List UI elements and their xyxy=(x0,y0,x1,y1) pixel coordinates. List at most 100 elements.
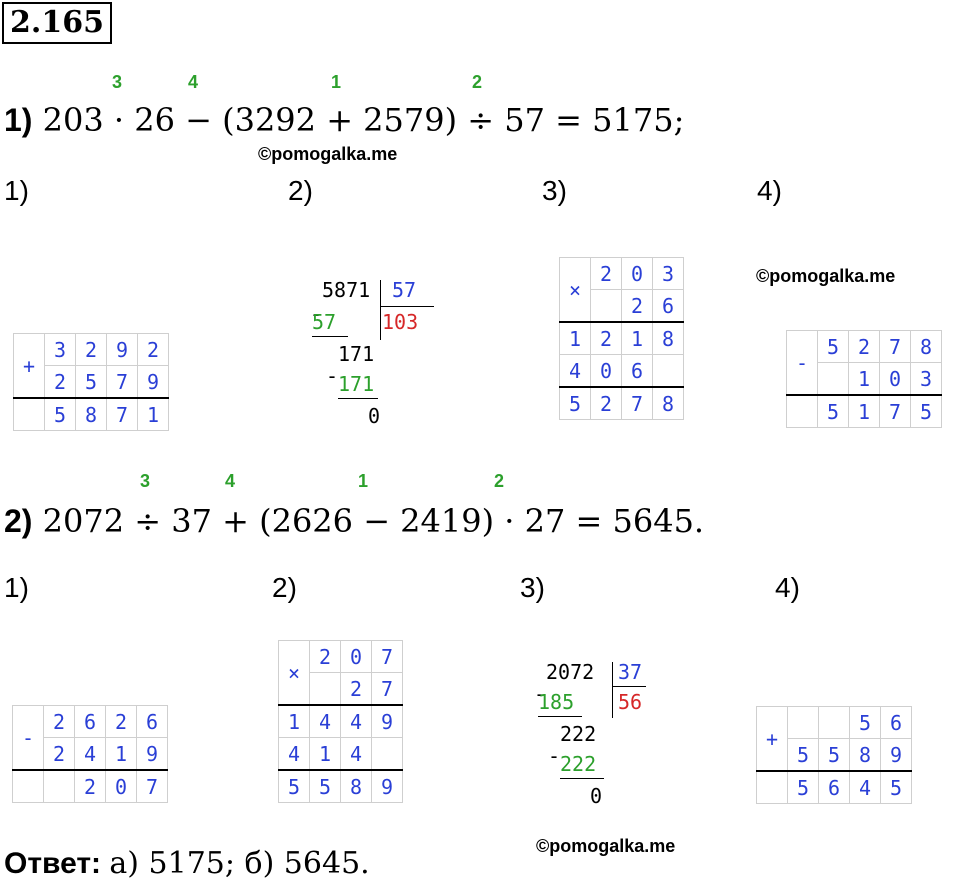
digit-cell: 7 xyxy=(371,640,403,673)
divisor: 37 xyxy=(618,660,643,684)
digit-cell: 2 xyxy=(74,769,106,803)
answer-label: Ответ: xyxy=(4,847,102,880)
long-division: 5871 57 - 57 103 171 - 171 0 xyxy=(308,278,448,428)
watermark: ©pomogalka.me xyxy=(258,144,398,164)
minus-sign: - xyxy=(548,744,561,768)
long-division: 2072 37 - 185 56 222 - 222 0 xyxy=(532,660,672,810)
subtraction-grid: - 2 6 2 6 2 4 1 9 2 0 7 xyxy=(12,705,168,803)
expression-text: 2072 ÷ 37 + (2626 − 2419) · 27 = 5645. xyxy=(42,502,705,540)
digit-cell: 2 xyxy=(590,321,622,355)
digit-cell: 2 xyxy=(44,365,76,399)
digit-cell: 1 xyxy=(278,704,310,738)
part-label: 2) xyxy=(4,503,33,539)
digit-cell: 7 xyxy=(106,397,138,431)
digit-cell: 1 xyxy=(105,737,137,771)
digit-cell: 6 xyxy=(880,706,912,739)
digit-cell: 6 xyxy=(74,705,106,738)
minus-sign: - xyxy=(326,364,339,388)
digit-cell xyxy=(590,289,622,323)
digit-cell xyxy=(43,769,75,803)
multiplication-grid: × 2 0 3 2 6 1 2 1 8 4 0 6 5 2 7 8 xyxy=(559,257,684,420)
digit-cell: 1 xyxy=(559,321,591,355)
digit-cell: 6 xyxy=(818,770,850,804)
digit-cell: 5 xyxy=(787,770,819,804)
digit-cell: 2 xyxy=(137,333,169,366)
digit-cell: 5 xyxy=(817,394,849,428)
digit-cell: 1 xyxy=(137,397,169,431)
task-number: 2.165 xyxy=(2,2,112,44)
digit-cell: 5 xyxy=(880,770,912,804)
watermark: ©pomogalka.me xyxy=(756,266,896,286)
order-mark: 2 xyxy=(494,471,505,491)
digit-cell: 4 xyxy=(849,770,881,804)
final-remainder: 0 xyxy=(590,784,603,808)
answer: Ответ: а) 5175; б) 5645. xyxy=(4,846,370,881)
digit-cell: 1 xyxy=(848,394,880,428)
digit-cell: 9 xyxy=(371,769,403,803)
digit-cell: 8 xyxy=(652,321,684,355)
digit-cell: 9 xyxy=(136,737,168,771)
digit-cell: 7 xyxy=(879,394,911,428)
remainder: 171 xyxy=(338,342,375,366)
order-mark: 1 xyxy=(331,72,342,92)
operation-sign: × xyxy=(278,640,310,706)
operation-sign: - xyxy=(12,705,44,771)
digit-cell: 3 xyxy=(652,257,684,290)
expression-text: 203 · 26 − (3292 + 2579) ÷ 57 = 5175; xyxy=(42,101,685,139)
order-mark: 4 xyxy=(225,471,236,491)
digit-cell: 7 xyxy=(621,386,653,420)
quotient: 103 xyxy=(382,310,419,334)
digit-cell: 1 xyxy=(848,362,880,396)
digit-cell: 4 xyxy=(559,354,591,388)
expression-2: 2) 2072 ÷ 37 + (2626 − 2419) · 27 = 5645… xyxy=(4,501,704,541)
digit-cell: 4 xyxy=(340,737,372,771)
operation-sign: - xyxy=(786,330,818,396)
subtrahend: 222 xyxy=(560,752,597,776)
remainder: 222 xyxy=(560,722,597,746)
order-mark: 1 xyxy=(358,471,369,491)
operation-sign: + xyxy=(756,706,788,772)
digit-cell: 4 xyxy=(309,704,341,738)
operation-sign: × xyxy=(559,257,591,323)
digit-cell: 5 xyxy=(817,330,849,363)
digit-cell: 9 xyxy=(371,704,403,738)
digit-cell: 5 xyxy=(787,738,819,772)
digit-cell: 6 xyxy=(652,289,684,323)
digit-cell: 0 xyxy=(340,640,372,673)
digit-cell: 6 xyxy=(136,705,168,738)
digit-cell: 5 xyxy=(44,397,76,431)
digit-cell: 0 xyxy=(621,257,653,290)
quotient: 56 xyxy=(618,690,643,714)
part-label: 1) xyxy=(4,102,33,138)
digit-cell: 2 xyxy=(105,705,137,738)
digit-cell: 1 xyxy=(621,321,653,355)
digit-cell: 7 xyxy=(879,330,911,363)
digit-cell: 7 xyxy=(106,365,138,399)
step-label: 3) xyxy=(520,572,545,603)
digit-cell: 5 xyxy=(278,769,310,803)
digit-cell: 3 xyxy=(44,333,76,366)
subtrahend: 185 xyxy=(538,690,575,714)
digit-cell xyxy=(818,706,850,739)
digit-cell xyxy=(652,354,684,388)
digit-cell xyxy=(371,737,403,771)
subtraction-grid: - 5 2 7 8 1 0 3 5 1 7 5 xyxy=(786,330,942,428)
subtrahend: 57 xyxy=(312,310,337,334)
digit-cell xyxy=(787,706,819,739)
digit-cell: 0 xyxy=(105,769,137,803)
digit-cell: 4 xyxy=(278,737,310,771)
multiplication-grid: × 2 0 7 2 7 1 4 4 9 4 1 4 5 5 8 9 xyxy=(278,640,403,803)
expression-1: 1) 203 · 26 − (3292 + 2579) ÷ 57 = 5175; xyxy=(4,100,684,140)
digit-cell xyxy=(817,362,849,396)
step-label: 4) xyxy=(757,175,782,206)
order-mark: 3 xyxy=(112,72,123,92)
minus-sign: - xyxy=(534,682,547,706)
digit-cell: 2 xyxy=(43,705,75,738)
digit-cell: 5 xyxy=(910,394,942,428)
digit-cell: 3 xyxy=(910,362,942,396)
step-label: 1) xyxy=(4,175,29,206)
digit-cell: 8 xyxy=(910,330,942,363)
digit-cell: 0 xyxy=(590,354,622,388)
digit-cell: 2 xyxy=(848,330,880,363)
digit-cell: 2 xyxy=(590,257,622,290)
